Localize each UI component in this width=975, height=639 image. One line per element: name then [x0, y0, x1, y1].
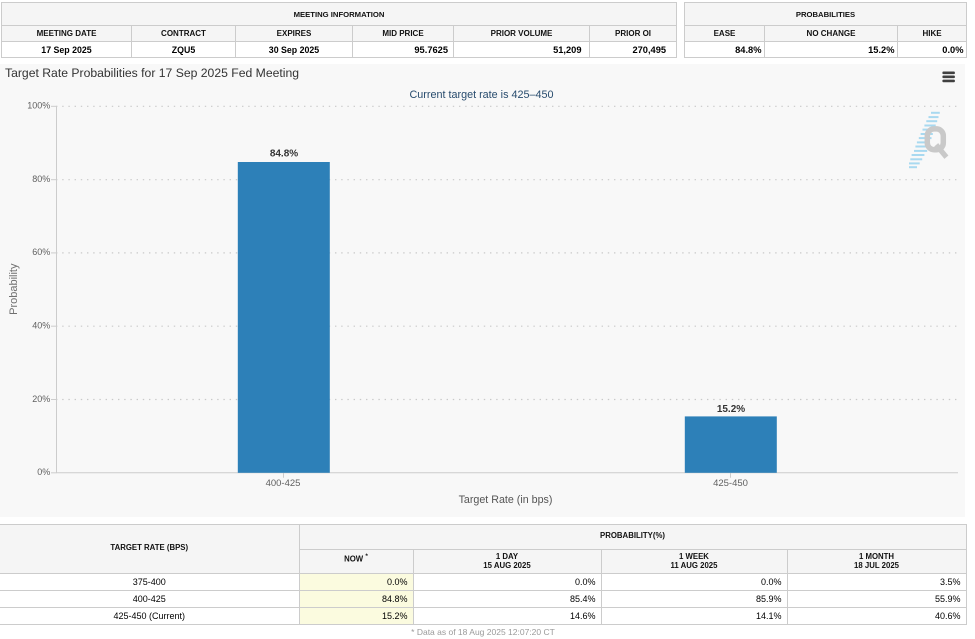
svg-text:425-450: 425-450	[713, 478, 748, 489]
svg-text:Current target rate is 425–450: Current target rate is 425–450	[409, 89, 553, 101]
svg-text:84.8%: 84.8%	[270, 148, 298, 159]
svg-text:Target Rate Probabilities for: Target Rate Probabilities for 17 Sep 202…	[5, 66, 299, 80]
svg-text:40%: 40%	[32, 321, 50, 331]
svg-text:400-425: 400-425	[266, 478, 301, 489]
svg-text:Probability: Probability	[8, 263, 20, 315]
svg-text:15.2%: 15.2%	[717, 404, 745, 415]
svg-text:20%: 20%	[32, 394, 50, 404]
svg-text:Target Rate (in bps): Target Rate (in bps)	[459, 494, 553, 506]
svg-text:80%: 80%	[32, 174, 50, 184]
svg-text:60%: 60%	[32, 247, 50, 257]
svg-text:100%: 100%	[27, 101, 50, 111]
svg-text:0%: 0%	[37, 467, 50, 477]
